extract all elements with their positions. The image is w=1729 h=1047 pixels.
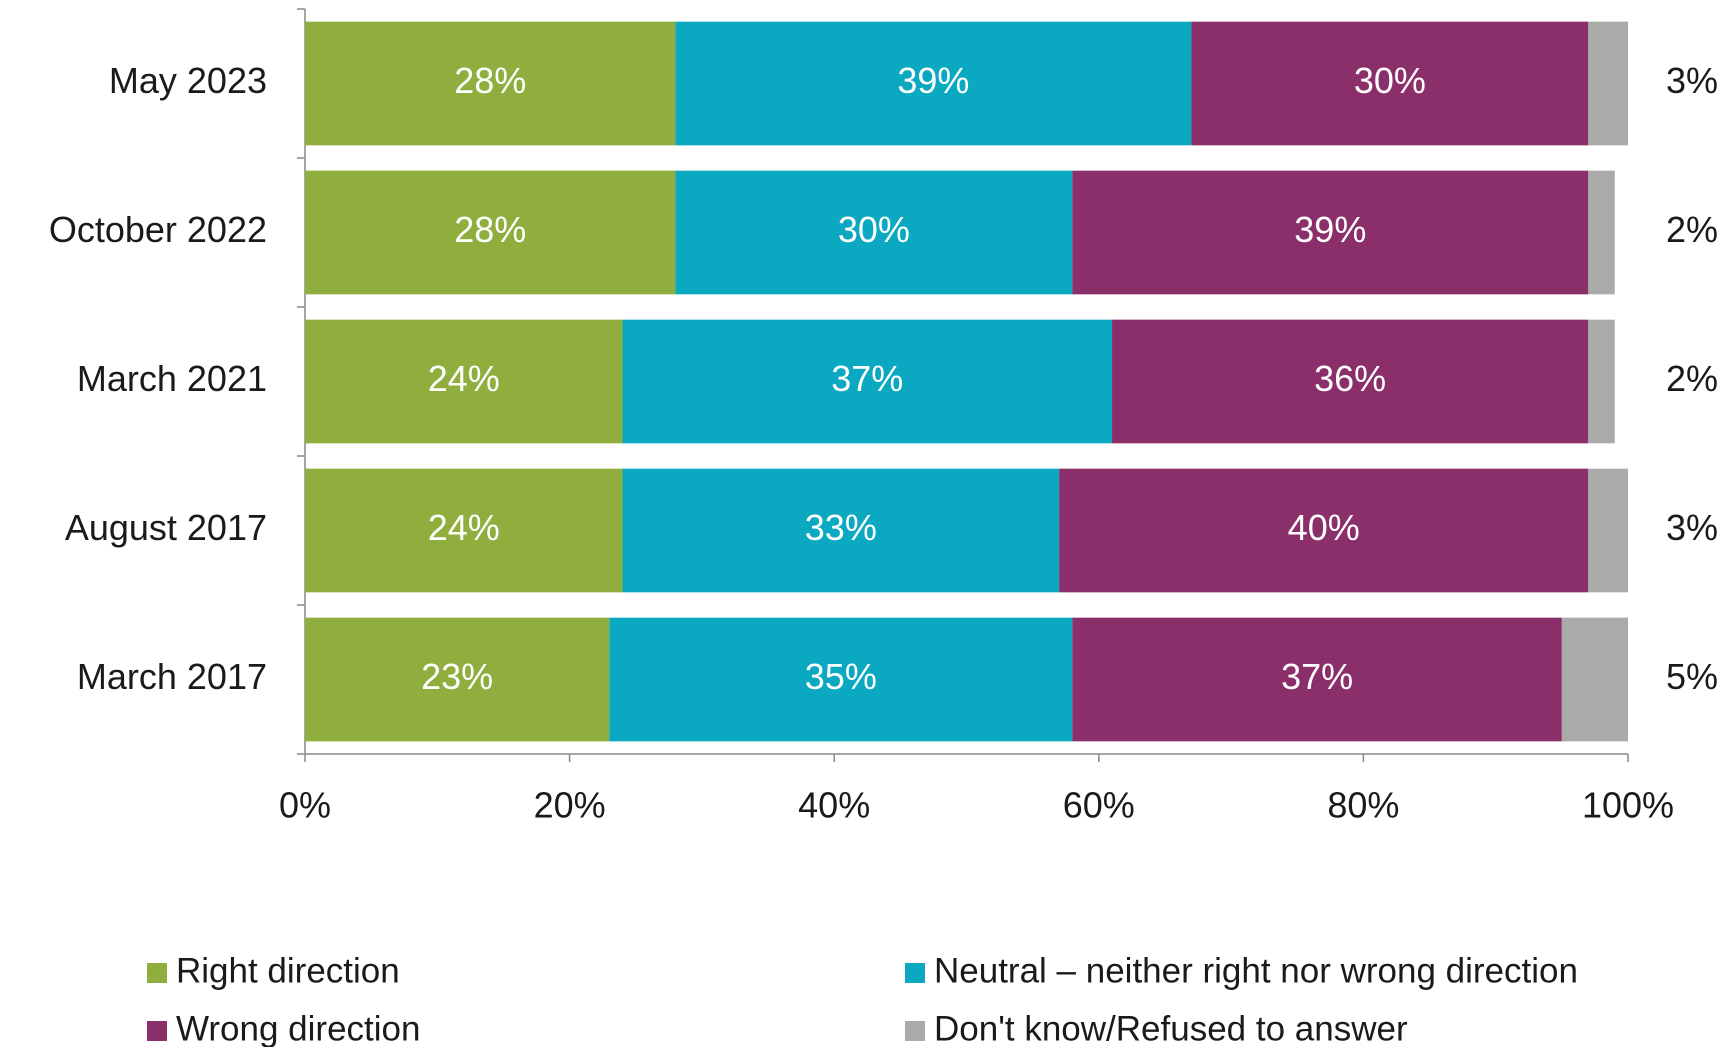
bar-segment <box>675 170 1073 295</box>
value-label: 24% <box>428 507 500 548</box>
legend-swatch <box>147 963 167 983</box>
y-tick-label: October 2022 <box>49 209 267 250</box>
y-tick-label: August 2017 <box>65 507 267 548</box>
value-label: 28% <box>454 60 526 101</box>
legend-swatch <box>147 1021 167 1041</box>
value-label: 5% <box>1666 656 1718 697</box>
bar-segment <box>1112 319 1589 444</box>
bar-segment <box>622 468 1060 593</box>
bar-segment <box>1588 468 1628 593</box>
value-label: 37% <box>1281 656 1353 697</box>
value-label: 30% <box>1354 60 1426 101</box>
bar-segment <box>305 319 623 444</box>
value-label: 35% <box>805 656 877 697</box>
value-label: 33% <box>805 507 877 548</box>
legend-label: Don't know/Refused to answer <box>934 1009 1408 1047</box>
legend-label: Wrong direction <box>176 1009 420 1047</box>
bar-segment <box>1072 617 1562 742</box>
bar-segment <box>305 617 610 742</box>
x-tick-label: 0% <box>279 785 331 826</box>
value-label: 39% <box>1294 209 1366 250</box>
value-label: 24% <box>428 358 500 399</box>
bar-segment <box>1588 170 1615 295</box>
y-tick-label: May 2023 <box>109 60 267 101</box>
y-tick-label: March 2021 <box>77 358 267 399</box>
value-label: 37% <box>831 358 903 399</box>
bar-segment <box>1588 319 1615 444</box>
value-label: 28% <box>454 209 526 250</box>
bar-segment <box>622 319 1113 444</box>
value-label: 3% <box>1666 507 1718 548</box>
bar-segment <box>675 21 1192 146</box>
y-tick-label: March 2017 <box>77 656 267 697</box>
bar-segment <box>1059 468 1589 593</box>
bar-segment <box>1072 170 1589 295</box>
x-tick-label: 20% <box>534 785 606 826</box>
value-label: 2% <box>1666 358 1718 399</box>
x-tick-label: 80% <box>1327 785 1399 826</box>
bar-segment <box>305 21 676 146</box>
bar-segment <box>305 170 676 295</box>
value-label: 40% <box>1288 507 1360 548</box>
x-tick-label: 100% <box>1582 785 1674 826</box>
value-label: 3% <box>1666 60 1718 101</box>
legend-swatch <box>905 1021 925 1041</box>
value-label: 30% <box>838 209 910 250</box>
bar-segment <box>1588 21 1628 146</box>
value-label: 23% <box>421 656 493 697</box>
value-label: 39% <box>897 60 969 101</box>
bar-segment <box>305 468 623 593</box>
bar-segment <box>609 617 1073 742</box>
legend-label: Right direction <box>176 951 400 990</box>
value-label: 2% <box>1666 209 1718 250</box>
x-tick-label: 60% <box>1063 785 1135 826</box>
bar-segment <box>1191 21 1589 146</box>
value-label: 36% <box>1314 358 1386 399</box>
x-tick-label: 40% <box>798 785 870 826</box>
legend-label: Neutral – neither right nor wrong direct… <box>934 951 1578 990</box>
bar-segment <box>1561 617 1628 742</box>
legend-swatch <box>905 963 925 983</box>
